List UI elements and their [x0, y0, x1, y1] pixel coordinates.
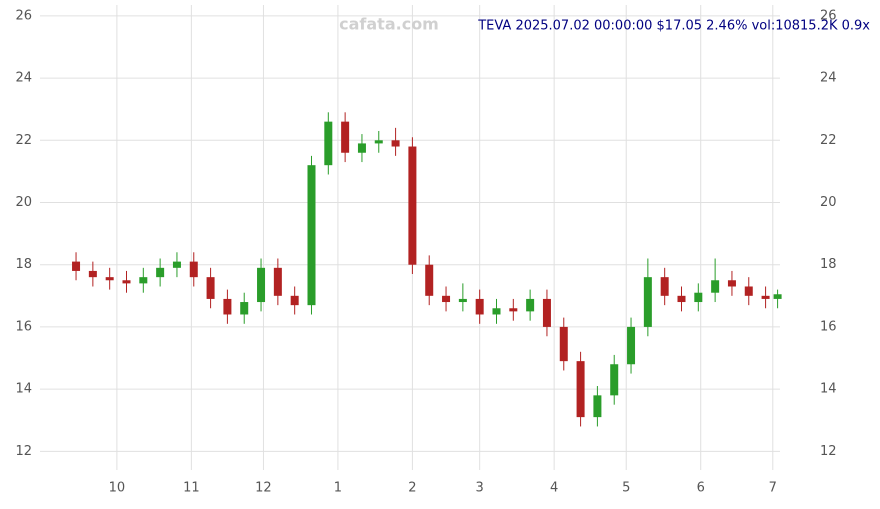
y-tick-label-right: 20	[820, 195, 837, 210]
candle-body	[744, 286, 753, 296]
candle-body	[761, 295, 770, 299]
candle-body	[122, 280, 131, 284]
y-tick-label-right: 24	[820, 71, 837, 86]
candle-body	[627, 326, 636, 365]
candle-body	[593, 395, 602, 418]
x-tick-label: 1	[334, 481, 342, 496]
y-tick-label: 18	[15, 257, 32, 272]
x-tick-label: 12	[255, 481, 272, 496]
candle-body	[172, 261, 181, 268]
y-tick-label-right: 26	[820, 8, 837, 23]
candle-body	[156, 267, 165, 278]
candle-body	[290, 295, 299, 306]
candle-body	[357, 143, 366, 153]
y-tick-label: 12	[15, 444, 32, 459]
candle-body	[694, 292, 703, 303]
candle-body	[273, 267, 282, 296]
candle-body	[374, 140, 383, 144]
y-tick-label: 16	[15, 319, 32, 334]
x-tick-label: 11	[183, 481, 200, 496]
x-tick-label: 2	[408, 481, 416, 496]
candle-body	[711, 280, 720, 293]
candle-body	[408, 146, 417, 265]
candle-body	[660, 277, 669, 296]
y-tick-label: 26	[15, 8, 32, 23]
x-tick-label: 6	[697, 481, 705, 496]
candle-body	[610, 364, 619, 396]
candle-body	[559, 326, 568, 362]
candle-body	[257, 267, 266, 303]
candle-body	[189, 261, 198, 278]
candle-body	[307, 165, 316, 306]
candle-body	[576, 361, 585, 418]
candle-body	[88, 270, 97, 278]
candle-body	[105, 277, 114, 281]
x-tick-label: 10	[109, 481, 126, 496]
y-tick-label-right: 14	[820, 382, 837, 397]
candle-body	[341, 121, 350, 153]
y-tick-label-right: 12	[820, 444, 837, 459]
candle-body	[72, 261, 81, 271]
candle-body	[773, 294, 782, 299]
candle-body	[677, 295, 686, 303]
candle-body	[324, 121, 333, 166]
y-tick-label: 22	[15, 133, 32, 148]
candle-body	[223, 298, 232, 315]
y-tick-label: 14	[15, 382, 32, 397]
candle-body	[643, 277, 652, 327]
candle-body	[425, 264, 434, 296]
candle-body	[475, 298, 484, 315]
candle-body	[526, 298, 535, 312]
y-tick-label: 20	[15, 195, 32, 210]
candle-body	[139, 277, 148, 284]
candle-body	[458, 298, 467, 303]
y-tick-label: 24	[15, 71, 32, 86]
x-tick-label: 4	[550, 481, 558, 496]
candle-body	[727, 280, 736, 287]
y-tick-label-right: 18	[820, 257, 837, 272]
y-tick-label-right: 16	[820, 319, 837, 334]
candle-body	[542, 298, 551, 327]
watermark: cafata.com	[339, 15, 439, 34]
candle-body	[240, 302, 249, 315]
candle-body	[509, 308, 518, 312]
x-tick-label: 3	[476, 481, 484, 496]
candle-body	[492, 308, 501, 315]
x-tick-label: 5	[622, 481, 630, 496]
candle-body	[442, 295, 451, 303]
x-tick-label: 7	[769, 481, 777, 496]
candle-body	[206, 277, 215, 299]
y-tick-label-right: 22	[820, 133, 837, 148]
chart-title: TEVA 2025.07.02 00:00:00 $17.05 2.46% vo…	[477, 19, 870, 34]
candle-body	[391, 140, 400, 147]
